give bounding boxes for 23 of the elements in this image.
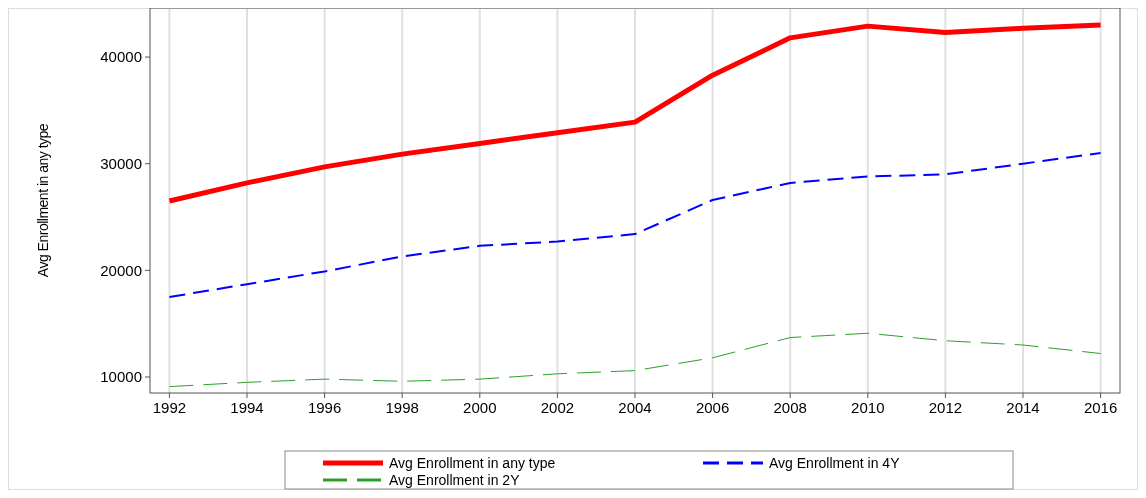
x-tick-label: 1996 [307, 399, 342, 416]
x-tick-label: 1992 [152, 399, 187, 416]
legend-label: Avg Enrollment in any type [389, 454, 556, 471]
line-series [168, 332, 1102, 388]
x-tick-label: 2006 [695, 399, 730, 416]
x-tick-label: 2004 [618, 399, 652, 416]
y-tick-label: 10000 [100, 368, 142, 386]
x-tick-label: 2002 [540, 399, 575, 416]
y-tick-label: 40000 [100, 48, 142, 66]
x-tick-label: 2000 [463, 399, 497, 416]
x-tick-label: 1994 [230, 399, 264, 416]
legend-label: Avg Enrollment in 2Y [389, 471, 521, 488]
x-tick-label: 2012 [928, 399, 963, 416]
y-axis-title: Avg Enrollment in any type [35, 123, 51, 278]
x-tick-label: 2014 [1006, 399, 1040, 416]
x-tick-label: 1998 [385, 399, 419, 416]
x-tick-label: 2016 [1083, 399, 1118, 416]
y-tick-label: 20000 [100, 261, 142, 279]
y-tick-label: 30000 [100, 154, 142, 172]
x-tick-label: 2010 [851, 399, 885, 416]
x-tick-label: 2008 [773, 399, 807, 416]
legend-label: Avg Enrollment in 4Y [769, 454, 901, 471]
line-series [168, 152, 1102, 299]
